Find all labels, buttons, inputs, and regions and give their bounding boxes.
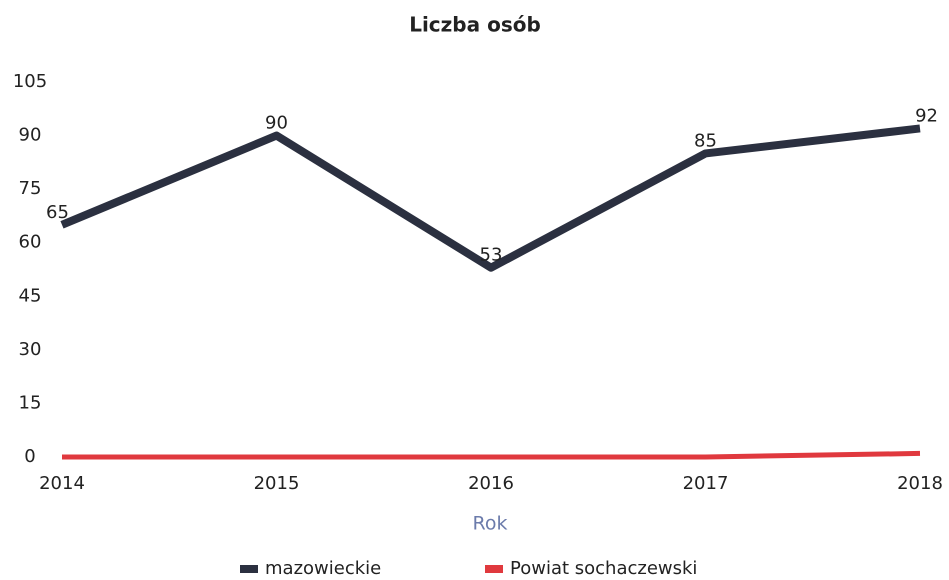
legend-label: Powiat sochaczewski [510,558,697,579]
y-tick-label: 90 [19,125,42,146]
y-tick-label: 60 [19,232,42,253]
y-tick-label: 0 [24,446,35,467]
y-tick-label: 45 [19,285,42,306]
x-axis-title: Rok [473,513,508,535]
series-line [60,124,921,272]
x-tick-label: 2018 [897,473,943,494]
data-label: 90 [265,113,288,134]
data-label: 85 [694,130,717,151]
y-tick-label: 30 [19,339,42,360]
legend-swatch [485,565,503,573]
legend-label: mazowieckie [265,558,381,579]
x-tick-label: 2014 [39,473,85,494]
legend-swatch [240,565,258,573]
chart-title: Liczba osób [409,13,541,37]
series-line [62,450,921,460]
y-tick-label: 75 [19,178,42,199]
data-label: 65 [46,202,69,223]
x-tick-label: 2015 [254,473,300,494]
data-label: 53 [480,245,503,266]
x-tick-label: 2016 [468,473,514,494]
y-tick-label: 105 [13,71,47,92]
y-tick-label: 15 [19,392,42,413]
x-tick-label: 2017 [683,473,729,494]
data-label: 92 [915,105,938,126]
